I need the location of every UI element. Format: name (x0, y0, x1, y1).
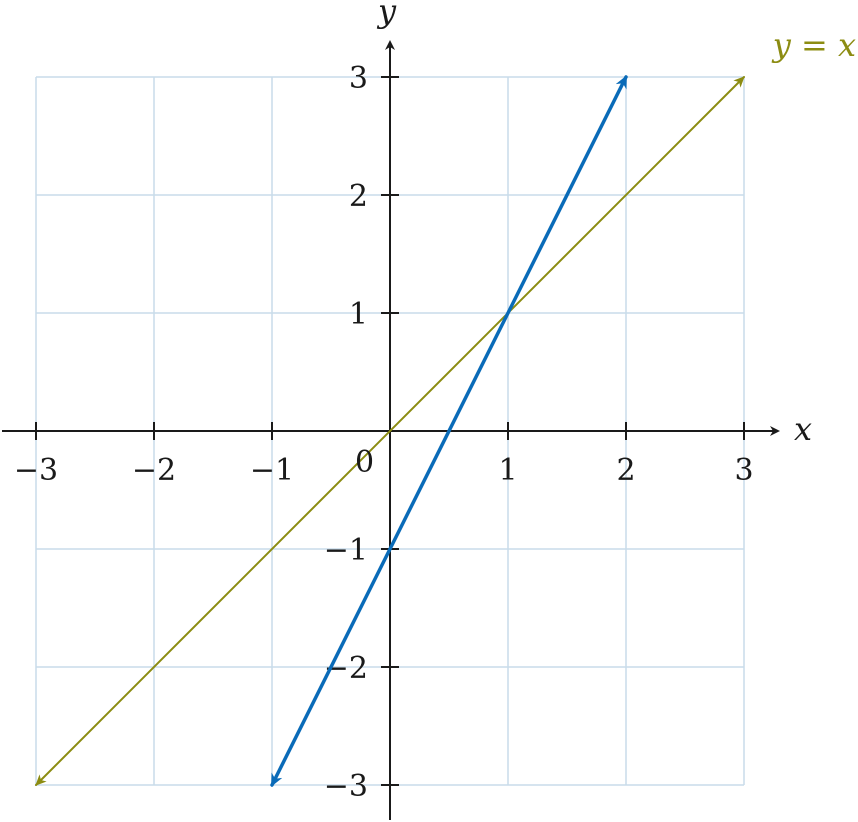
x-tick-label: −3 (14, 453, 58, 488)
y-tick-label: 2 (349, 179, 368, 214)
series (35, 75, 745, 787)
x-tick-label: 3 (734, 453, 753, 488)
origin-label: 0 (355, 445, 374, 480)
series-1-line (270, 75, 628, 787)
x-axis-label: x (794, 410, 812, 448)
y-tick-label: −1 (324, 533, 368, 568)
y-tick-label: 3 (349, 61, 368, 96)
x-tick-label: −1 (250, 453, 294, 488)
series-2-label: y = x (771, 26, 856, 64)
x-tick-label: 2 (616, 453, 635, 488)
y-tick-label: 1 (349, 297, 368, 332)
y-axis-label: y (376, 0, 397, 30)
x-tick-label: 1 (498, 453, 517, 488)
y-tick-label: −3 (324, 769, 368, 804)
x-tick-label: −2 (132, 453, 176, 488)
